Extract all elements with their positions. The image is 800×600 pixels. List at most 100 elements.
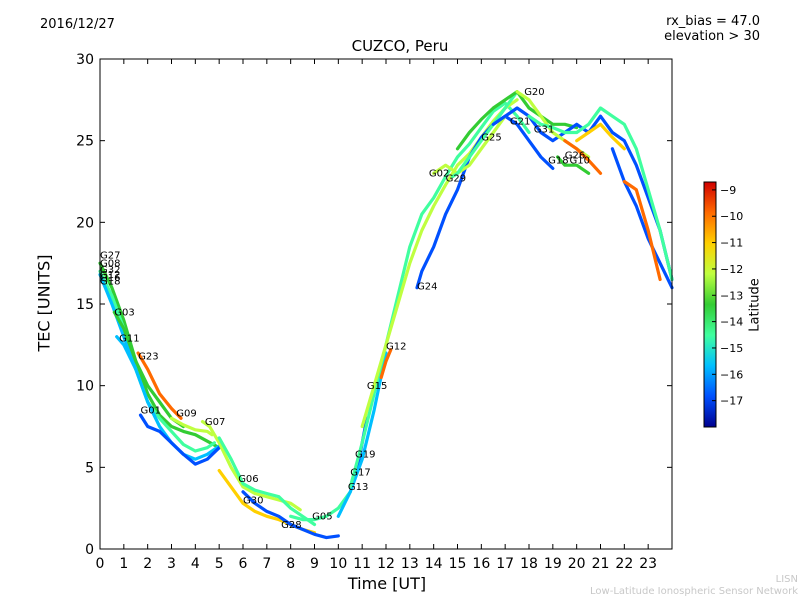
satellite-label-G27-0: G27 bbox=[100, 250, 120, 261]
series-G21-22 bbox=[491, 106, 674, 282]
satellite-label-G32-2: G32 bbox=[100, 265, 120, 276]
series-G02-19 bbox=[432, 114, 507, 175]
satellite-label-G07-11: G07 bbox=[205, 417, 225, 428]
series-G08-1 bbox=[98, 269, 216, 453]
y-tick-label-20: 20 bbox=[76, 215, 94, 231]
x-tick-label-19: 19 bbox=[544, 556, 562, 572]
x-tick-label-14: 14 bbox=[425, 556, 443, 572]
satellite-label-G19-18: G19 bbox=[355, 450, 375, 461]
satellite-label-G31-27: G31 bbox=[534, 125, 554, 136]
series-G27-0 bbox=[98, 261, 221, 450]
series-G09-7 bbox=[169, 416, 214, 437]
x-tick-label-15: 15 bbox=[449, 556, 467, 572]
y-tick-label-25: 25 bbox=[76, 134, 94, 150]
colorbar-gradient bbox=[703, 181, 717, 428]
x-tick-label-3: 3 bbox=[167, 556, 176, 572]
satellite-label-G11-7: G11 bbox=[119, 334, 139, 345]
series-G26-27 bbox=[575, 122, 626, 151]
satellite-label-G17-17: G17 bbox=[350, 468, 370, 479]
x-tick-label-7: 7 bbox=[262, 556, 271, 572]
chart-title: CUZCO, Peru bbox=[351, 37, 449, 55]
series-G23-5 bbox=[136, 351, 183, 420]
rx-bias-label: rx_bias = 47.0 bbox=[666, 14, 760, 29]
footer-credit: LISN Low-Latitude Ionospheric Sensor Net… bbox=[590, 574, 798, 598]
x-tick-label-22: 22 bbox=[615, 556, 633, 572]
colorbar-tick-label--17: −17 bbox=[720, 395, 743, 408]
x-tick-label-6: 6 bbox=[239, 556, 248, 572]
x-tick-label-8: 8 bbox=[286, 556, 295, 572]
x-tick-label-23: 23 bbox=[639, 556, 657, 572]
series-G06-9 bbox=[217, 436, 317, 527]
footer-line-2: Low-Latitude Ionospheric Sensor Network bbox=[590, 586, 798, 597]
satellite-label-G18-28: G18 bbox=[548, 156, 568, 167]
series-G16-29 bbox=[622, 179, 662, 282]
colorbar-tick-label--14: −14 bbox=[720, 316, 743, 329]
x-tick-label-9: 9 bbox=[310, 556, 319, 572]
colorbar-tick-label--9: −9 bbox=[720, 184, 736, 197]
y-tick-label-0: 0 bbox=[85, 542, 94, 558]
x-tick-label-4: 4 bbox=[191, 556, 200, 572]
satellite-label-G02-22: G02 bbox=[429, 169, 449, 180]
x-axis-label: Time [UT] bbox=[347, 574, 427, 593]
series-G18-25 bbox=[555, 155, 591, 175]
satellite-label-G13-16: G13 bbox=[348, 482, 368, 493]
y-tick-label-10: 10 bbox=[76, 379, 94, 395]
elevation-label: elevation > 30 bbox=[664, 29, 760, 44]
info-box: rx_bias = 47.0 elevation > 30 bbox=[664, 14, 760, 44]
satellite-label-G10-29: G10 bbox=[570, 156, 590, 167]
x-tick-label-18: 18 bbox=[520, 556, 538, 572]
x-tick-label-11: 11 bbox=[353, 556, 371, 572]
colorbar-tick-label--13: −13 bbox=[720, 289, 743, 302]
satellite-label-G20-26: G20 bbox=[524, 87, 544, 98]
series-G28-11 bbox=[241, 490, 340, 540]
satellite-label-G26-30: G26 bbox=[565, 151, 585, 162]
satellite-label-G12-3: G12 bbox=[100, 270, 120, 281]
colorbar-tick-label--10: −10 bbox=[720, 210, 743, 223]
series-G19-15 bbox=[348, 101, 531, 489]
satellite-label-G28-14: G28 bbox=[281, 520, 301, 531]
series-G29-20 bbox=[451, 90, 519, 179]
satellite-label-G08-1: G08 bbox=[100, 258, 120, 269]
x-tick-label-2: 2 bbox=[143, 556, 152, 572]
series-G24-18 bbox=[415, 114, 555, 290]
satellite-label-G21-25: G21 bbox=[510, 116, 530, 127]
satellite-label-G06-12: G06 bbox=[238, 474, 258, 485]
series-G14-28 bbox=[610, 147, 674, 290]
satellite-label-G05-15: G05 bbox=[312, 512, 332, 523]
satellite-label-G25-24: G25 bbox=[481, 133, 501, 144]
series-G10-26 bbox=[563, 139, 603, 175]
series-G15-16 bbox=[360, 98, 519, 429]
colorbar-tick-label--11: −11 bbox=[720, 237, 743, 250]
colorbar-tick-label--12: −12 bbox=[720, 263, 743, 276]
x-tick-label-12: 12 bbox=[377, 556, 395, 572]
axes: 0 1 2 3 4 5 6 7 8 9 10 11 12 13 14 15 16 17 18 19 20 21 22 2305… bbox=[76, 52, 672, 572]
series-G01-6 bbox=[138, 413, 221, 466]
x-tick-label-21: 21 bbox=[592, 556, 610, 572]
x-tick-label-10: 10 bbox=[329, 556, 347, 572]
satellite-label-G24-21: G24 bbox=[417, 281, 437, 292]
satellite-label-G12-20: G12 bbox=[386, 342, 406, 353]
x-tick-label-5: 5 bbox=[215, 556, 224, 572]
x-tick-label-20: 20 bbox=[568, 556, 586, 572]
y-tick-label-15: 15 bbox=[76, 297, 94, 313]
satellite-label-G30-13: G30 bbox=[243, 495, 263, 506]
satellite-label-G18-5: G18 bbox=[100, 276, 120, 287]
colorbar: −9 −10 −11 −12 −13 −14 −15 −16 −17 bbox=[703, 181, 743, 428]
y-tick-label-5: 5 bbox=[85, 460, 94, 476]
satellite-label-G23-8: G23 bbox=[138, 352, 158, 363]
satellite-label-G15-19: G15 bbox=[367, 381, 387, 392]
x-tick-label-13: 13 bbox=[401, 556, 419, 572]
date-label: 2016/12/27 bbox=[40, 17, 115, 32]
x-tick-label-0: 0 bbox=[96, 556, 105, 572]
series-G31-24 bbox=[527, 106, 674, 282]
series-G32-2 bbox=[98, 273, 221, 461]
x-tick-label-16: 16 bbox=[472, 556, 490, 572]
satellite-label-G09-10: G09 bbox=[176, 409, 196, 420]
y-tick-label-30: 30 bbox=[76, 52, 94, 68]
satellite-label-G01-9: G01 bbox=[141, 405, 161, 416]
x-tick-label-1: 1 bbox=[119, 556, 128, 572]
x-tick-label-17: 17 bbox=[496, 556, 514, 572]
satellite-label-G16-4: G16 bbox=[100, 273, 120, 284]
